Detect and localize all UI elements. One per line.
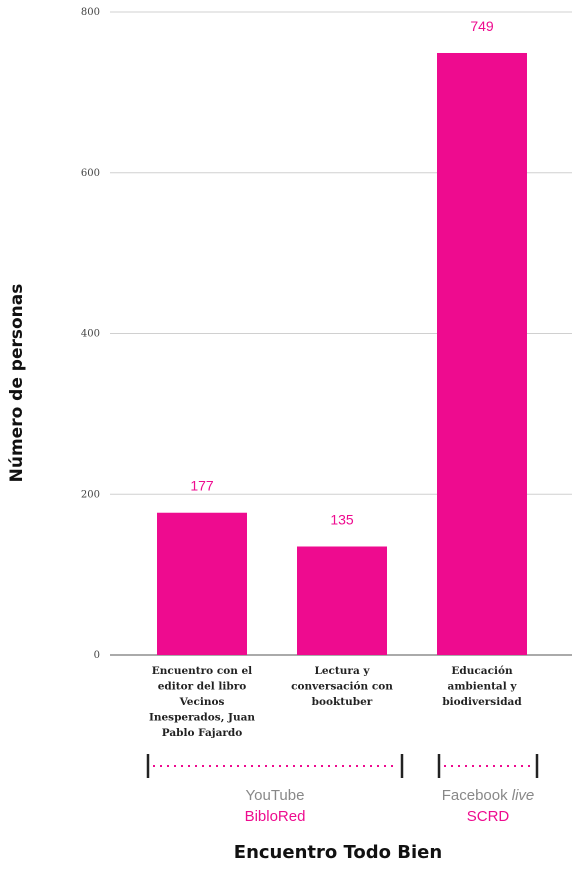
platform-name-suffix: live (512, 787, 535, 804)
category-label: Encuentro con el editor del libro Vecinos I… (149, 665, 255, 739)
category-label-line: Encuentro con el (152, 665, 252, 677)
category-label-line: ambiental y (448, 681, 518, 693)
category-label-line: biodiversidad (442, 696, 522, 708)
y-axis-label: Número de personas (7, 284, 27, 483)
platform-name: YouTube (246, 787, 305, 804)
category-label-line: Educación (451, 665, 513, 677)
platform-name-main: Facebook (442, 787, 512, 804)
category-label-line: booktuber (312, 696, 373, 708)
y-tick-labels: 0 200 400 600 800 (81, 7, 100, 661)
y-tick-label: 800 (81, 7, 100, 18)
value-label: 135 (330, 511, 354, 527)
category-label: Lectura y conversación con booktuber (291, 665, 393, 708)
bars (157, 52, 527, 655)
y-tick-label: 400 (81, 329, 100, 340)
bar (297, 546, 387, 655)
bar (437, 52, 527, 655)
category-labels: Encuentro con el editor del libro Vecinos I… (149, 665, 522, 739)
bar (157, 512, 247, 655)
category-label-line: conversación con (291, 681, 393, 693)
organization-name: SCRD (467, 808, 510, 825)
x-axis-label: Encuentro Todo Bien (234, 842, 442, 863)
category-label-line: editor del libro (158, 681, 247, 693)
value-label: 749 (470, 18, 494, 34)
platform-name-main: YouTube (246, 787, 305, 804)
category-label-line: Vecinos (179, 696, 225, 708)
organization-name: BibloRed (245, 808, 306, 825)
y-tick-label: 600 (81, 168, 100, 179)
y-tick-label: 0 (94, 650, 100, 661)
category-label: Educación ambiental y biodiversidad (442, 665, 522, 708)
category-label-line: Lectura y (314, 665, 370, 677)
platform-group: YouTube BibloRed (146, 754, 404, 825)
platform-name: Facebook live (442, 787, 535, 804)
y-tick-label: 200 (81, 489, 100, 500)
value-labels: 177 135 749 (190, 18, 494, 528)
category-label-line: Inesperados, Juan (149, 712, 255, 724)
category-label-line: Pablo Fajardo (162, 727, 243, 739)
value-label: 177 (190, 478, 214, 494)
